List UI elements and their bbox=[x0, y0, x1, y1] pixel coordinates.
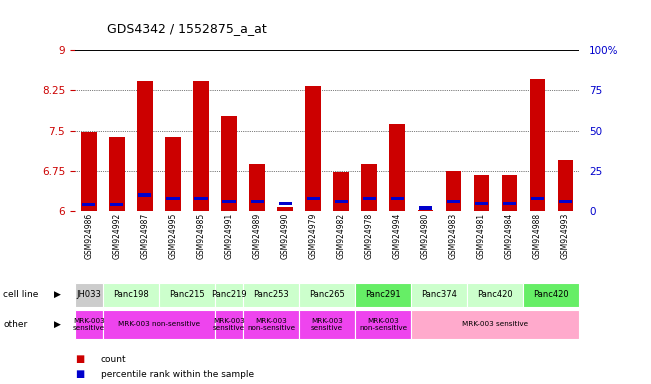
Text: ■: ■ bbox=[75, 369, 84, 379]
Bar bbox=[333, 172, 349, 211]
Bar bbox=[75, 310, 103, 339]
Text: Panc420: Panc420 bbox=[534, 290, 569, 299]
Bar bbox=[277, 207, 293, 211]
Text: Panc420: Panc420 bbox=[477, 290, 513, 299]
Bar bbox=[215, 310, 243, 339]
Bar bbox=[558, 160, 573, 211]
Text: count: count bbox=[101, 354, 126, 364]
Bar bbox=[335, 200, 348, 203]
Bar bbox=[81, 132, 96, 211]
Text: MRK-003 sensitive: MRK-003 sensitive bbox=[462, 321, 529, 328]
Bar bbox=[193, 81, 209, 211]
Bar bbox=[243, 310, 299, 339]
Bar bbox=[103, 310, 215, 339]
Bar bbox=[447, 200, 460, 203]
Text: MRK-003 non-sensitive: MRK-003 non-sensitive bbox=[118, 321, 200, 328]
Text: other: other bbox=[3, 320, 27, 329]
Bar bbox=[473, 175, 489, 211]
Bar bbox=[391, 197, 404, 200]
Text: Panc215: Panc215 bbox=[169, 290, 205, 299]
Bar bbox=[523, 283, 579, 307]
Bar bbox=[165, 137, 181, 211]
Bar bbox=[503, 202, 516, 205]
Text: Panc374: Panc374 bbox=[421, 290, 457, 299]
Text: percentile rank within the sample: percentile rank within the sample bbox=[101, 370, 254, 379]
Text: ▶: ▶ bbox=[54, 290, 61, 299]
Bar bbox=[475, 202, 488, 205]
Bar bbox=[111, 203, 124, 206]
Bar bbox=[75, 283, 103, 307]
Bar bbox=[299, 310, 355, 339]
Bar bbox=[419, 206, 432, 210]
Text: MRK-003
sensitive: MRK-003 sensitive bbox=[311, 318, 343, 331]
Bar bbox=[389, 124, 405, 211]
Text: MRK-003
sensitive: MRK-003 sensitive bbox=[213, 318, 245, 331]
Text: ■: ■ bbox=[75, 354, 84, 364]
Bar bbox=[109, 137, 124, 211]
Bar bbox=[159, 283, 215, 307]
Bar bbox=[502, 175, 517, 211]
Text: Panc219: Panc219 bbox=[211, 290, 247, 299]
Bar bbox=[355, 283, 411, 307]
Bar bbox=[355, 310, 411, 339]
Text: MRK-003
non-sensitive: MRK-003 non-sensitive bbox=[359, 318, 408, 331]
Bar bbox=[137, 81, 152, 211]
Bar bbox=[361, 164, 377, 211]
Bar bbox=[307, 197, 320, 200]
Bar bbox=[279, 202, 292, 205]
Text: Panc265: Panc265 bbox=[309, 290, 345, 299]
Bar bbox=[103, 283, 159, 307]
Bar bbox=[167, 197, 180, 200]
Text: GDS4342 / 1552875_a_at: GDS4342 / 1552875_a_at bbox=[107, 22, 267, 35]
Bar bbox=[411, 283, 467, 307]
Bar bbox=[139, 194, 152, 197]
Text: MRK-003
non-sensitive: MRK-003 non-sensitive bbox=[247, 318, 295, 331]
Bar bbox=[559, 200, 572, 203]
Text: Panc198: Panc198 bbox=[113, 290, 149, 299]
Text: JH033: JH033 bbox=[76, 290, 102, 299]
Bar bbox=[299, 283, 355, 307]
Bar bbox=[221, 116, 237, 211]
Bar bbox=[223, 200, 236, 203]
Bar bbox=[215, 283, 243, 307]
Bar bbox=[531, 197, 544, 200]
Bar bbox=[445, 171, 461, 211]
Bar bbox=[82, 203, 96, 206]
Text: MRK-003
sensitive: MRK-003 sensitive bbox=[73, 318, 105, 331]
Bar bbox=[305, 86, 321, 211]
Bar bbox=[363, 197, 376, 200]
Bar bbox=[411, 310, 579, 339]
Bar bbox=[251, 200, 264, 203]
Text: Panc291: Panc291 bbox=[365, 290, 401, 299]
Text: cell line: cell line bbox=[3, 290, 38, 299]
Bar bbox=[243, 283, 299, 307]
Bar bbox=[530, 79, 545, 211]
Text: ▶: ▶ bbox=[54, 320, 61, 329]
Text: Panc253: Panc253 bbox=[253, 290, 289, 299]
Bar bbox=[467, 283, 523, 307]
Bar bbox=[417, 210, 433, 211]
Bar bbox=[249, 164, 265, 211]
Bar bbox=[195, 197, 208, 200]
